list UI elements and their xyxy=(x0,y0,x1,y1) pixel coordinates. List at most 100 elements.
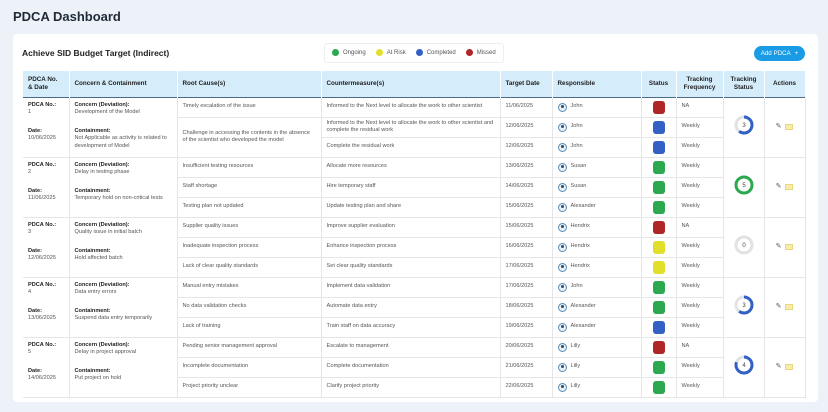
concern-containment-cell: Concern (Deviation): Delay in project app… xyxy=(69,336,178,398)
target-date-cell: 13/06/2025 xyxy=(500,156,553,178)
target-date-cell: 20/06/2025 xyxy=(500,336,553,358)
tracking-status-ring: 3 xyxy=(734,115,753,135)
tracking-frequency-cell: Weekly xyxy=(676,317,724,338)
responsible-cell: Susan xyxy=(552,177,642,198)
table-row: Testing plan not updated Update testing p… xyxy=(23,197,805,218)
target-date-cell: 19/06/2025 xyxy=(500,317,553,338)
root-cause-cell: Staff shortage xyxy=(177,177,322,198)
responsible-cell: Lilly xyxy=(552,357,642,378)
countermeasure-cell: Complete the residual work xyxy=(321,137,501,158)
root-cause-cell: Inadequate inspection process xyxy=(177,237,322,258)
tracking-frequency-cell: Weekly xyxy=(676,156,724,178)
table-row: PDCA No.: 3 Date: 12/06/2025 Concern (Devia… xyxy=(23,216,806,278)
status-indicator xyxy=(652,380,665,394)
column-header: Root Cause(s) xyxy=(177,71,322,97)
countermeasure-cell: Implement data validation xyxy=(321,276,501,298)
message-icon[interactable] xyxy=(785,124,794,130)
edit-icon[interactable]: ✎ xyxy=(775,243,782,251)
user-avatar-icon xyxy=(557,282,567,292)
target-date-cell: 15/06/2025 xyxy=(500,197,553,218)
edit-icon[interactable]: ✎ xyxy=(775,363,782,371)
responsible-cell: John xyxy=(552,96,642,118)
user-avatar-icon xyxy=(557,342,567,352)
message-icon[interactable] xyxy=(785,304,794,310)
responsible-cell: Alexander xyxy=(552,297,642,318)
target-date-cell: 17/06/2025 xyxy=(500,276,553,298)
root-cause-cell: No data validation checks xyxy=(177,297,322,318)
root-cause-cell: Testing plan not updated xyxy=(177,197,322,218)
user-avatar-icon xyxy=(557,362,567,372)
pdca-table: PDCA No. & Date Concern & Containment Root… xyxy=(23,71,806,398)
concern-containment-cell: Concern (Deviation): Delay in testing pha… xyxy=(69,156,178,218)
actions-cell: ✎ xyxy=(764,336,806,398)
tracking-status-ring: 0 xyxy=(734,235,753,255)
target-date-cell: 18/06/2025 xyxy=(500,297,553,318)
table-row: PDCA No.: 5 Date: 14/06/2025 Concern (Devia… xyxy=(23,336,806,398)
target-date-cell: 15/06/2025 xyxy=(500,216,553,238)
status-dot-icon xyxy=(332,49,339,57)
responsible-cell: Hendrix xyxy=(552,257,642,278)
tracking-status-ring: 5 xyxy=(734,175,753,195)
tracking-frequency-cell: Weekly xyxy=(676,357,724,378)
root-cause-cell: Pending senior management approval xyxy=(177,336,322,358)
countermeasure-cell: Escalate to management xyxy=(321,336,501,358)
root-cause-cell: Lack of training xyxy=(177,317,322,338)
responsible-cell: Hendrix xyxy=(552,237,642,258)
column-header: Concern & Containment xyxy=(69,71,178,97)
legend-item-missed: Missed xyxy=(465,49,496,57)
pdca-no-date-cell: PDCA No.: 4 Date: 13/06/2025 xyxy=(23,276,70,338)
column-header: Responsible xyxy=(552,71,642,97)
status-indicator xyxy=(652,320,665,334)
tracking-status-ring: 3 xyxy=(734,295,753,315)
status-dot-icon xyxy=(465,49,473,57)
user-avatar-icon xyxy=(557,242,567,252)
concern-containment-cell: Concern (Deviation): Data entry errors Con… xyxy=(69,276,178,338)
countermeasure-cell: Set clear quality standards xyxy=(321,257,501,278)
actions-cell: ✎ xyxy=(764,156,806,218)
target-date-cell: 17/06/2025 xyxy=(500,257,553,278)
tracking-frequency-cell: Weekly xyxy=(676,117,724,138)
status-cell xyxy=(641,336,677,358)
message-icon[interactable] xyxy=(785,244,794,250)
table-row: PDCA No.: 1 Date: 10/06/2025 Concern (Devia… xyxy=(23,96,806,158)
responsible-cell: Hendrix xyxy=(552,216,642,238)
status-cell xyxy=(641,137,677,158)
tracking-status-ring: 4 xyxy=(734,355,753,375)
target-date-cell: 12/06/2025 xyxy=(500,117,553,138)
column-header: Target Date xyxy=(500,71,553,97)
status-indicator xyxy=(652,220,665,234)
tracking-frequency-cell: NA xyxy=(676,96,724,118)
countermeasure-cell: Clarify project priority xyxy=(321,377,501,398)
message-icon[interactable] xyxy=(785,184,794,190)
page-title: PDCA Dashboard xyxy=(13,9,121,24)
countermeasure-cell: Automate data entry xyxy=(321,297,501,318)
responsible-cell: John xyxy=(552,117,642,138)
legend-item-completed: Completed xyxy=(415,49,456,57)
svg-text:3: 3 xyxy=(742,124,746,130)
column-header: Actions xyxy=(764,71,806,97)
responsible-cell: Lilly xyxy=(552,377,642,398)
column-header: PDCA No. & Date xyxy=(23,71,70,97)
table-row: PDCA No.: 4 Date: 13/06/2025 Concern (Devia… xyxy=(23,276,806,338)
responsible-cell: John xyxy=(552,276,642,298)
edit-icon[interactable]: ✎ xyxy=(775,183,782,191)
edit-icon[interactable]: ✎ xyxy=(775,303,782,311)
tracking-frequency-cell: Weekly xyxy=(676,276,724,298)
status-cell xyxy=(641,177,677,198)
add-pdca-button[interactable]: Add PDCA + xyxy=(754,46,805,61)
status-cell xyxy=(641,237,677,258)
table-row: PDCA No.: 2 Date: 11/06/2025 Concern (Devia… xyxy=(23,156,806,218)
target-date-cell: 11/06/2025 xyxy=(500,96,553,118)
status-dot-icon xyxy=(415,49,423,57)
user-avatar-icon xyxy=(557,122,567,132)
tracking-frequency-cell: Weekly xyxy=(676,377,724,398)
tracking-status-cell: 3 xyxy=(723,96,765,158)
edit-icon[interactable]: ✎ xyxy=(775,123,782,131)
message-icon[interactable] xyxy=(785,364,794,370)
tracking-status-cell: 3 xyxy=(723,276,765,338)
root-cause-cell: Project priority unclear xyxy=(177,377,322,398)
user-avatar-icon xyxy=(557,382,567,392)
status-cell xyxy=(641,377,677,398)
status-indicator xyxy=(652,140,665,154)
status-cell xyxy=(641,357,677,378)
